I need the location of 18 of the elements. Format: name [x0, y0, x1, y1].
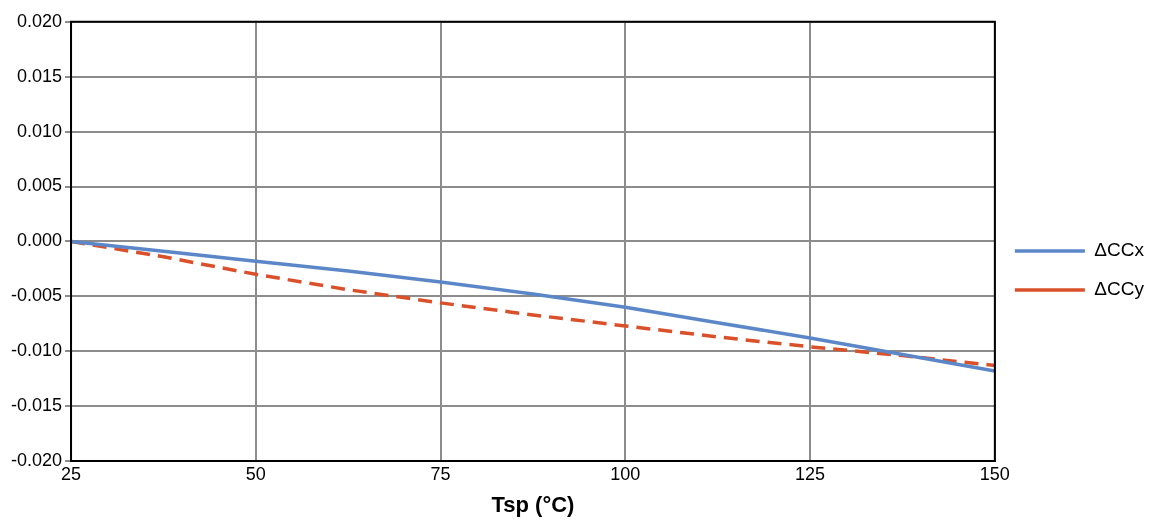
y-tick-label: 0.005	[16, 175, 63, 196]
x-tick-label: 100	[610, 463, 641, 484]
y-tick-label: -0.005	[10, 285, 63, 306]
y-tick-label: -0.010	[10, 340, 63, 361]
legend-label: ΔCCx	[1094, 239, 1145, 261]
y-tick-label: 0.015	[16, 65, 63, 86]
y-tick-label: 0.020	[16, 10, 63, 31]
y-tick-label: 0.010	[16, 120, 63, 141]
x-axis-title: Tsp (°C)	[491, 491, 575, 517]
x-tick-label: 25	[61, 463, 82, 484]
x-tick-label: 75	[430, 463, 451, 484]
y-tick-label: -0.020	[10, 449, 63, 470]
x-tick-label: 50	[245, 463, 266, 484]
x-tick-label: 150	[979, 463, 1010, 484]
y-tick-label: -0.015	[10, 395, 63, 416]
x-tick-label: 125	[795, 463, 826, 484]
y-tick-label: 0.000	[16, 230, 63, 251]
legend-label: ΔCCy	[1094, 278, 1145, 300]
